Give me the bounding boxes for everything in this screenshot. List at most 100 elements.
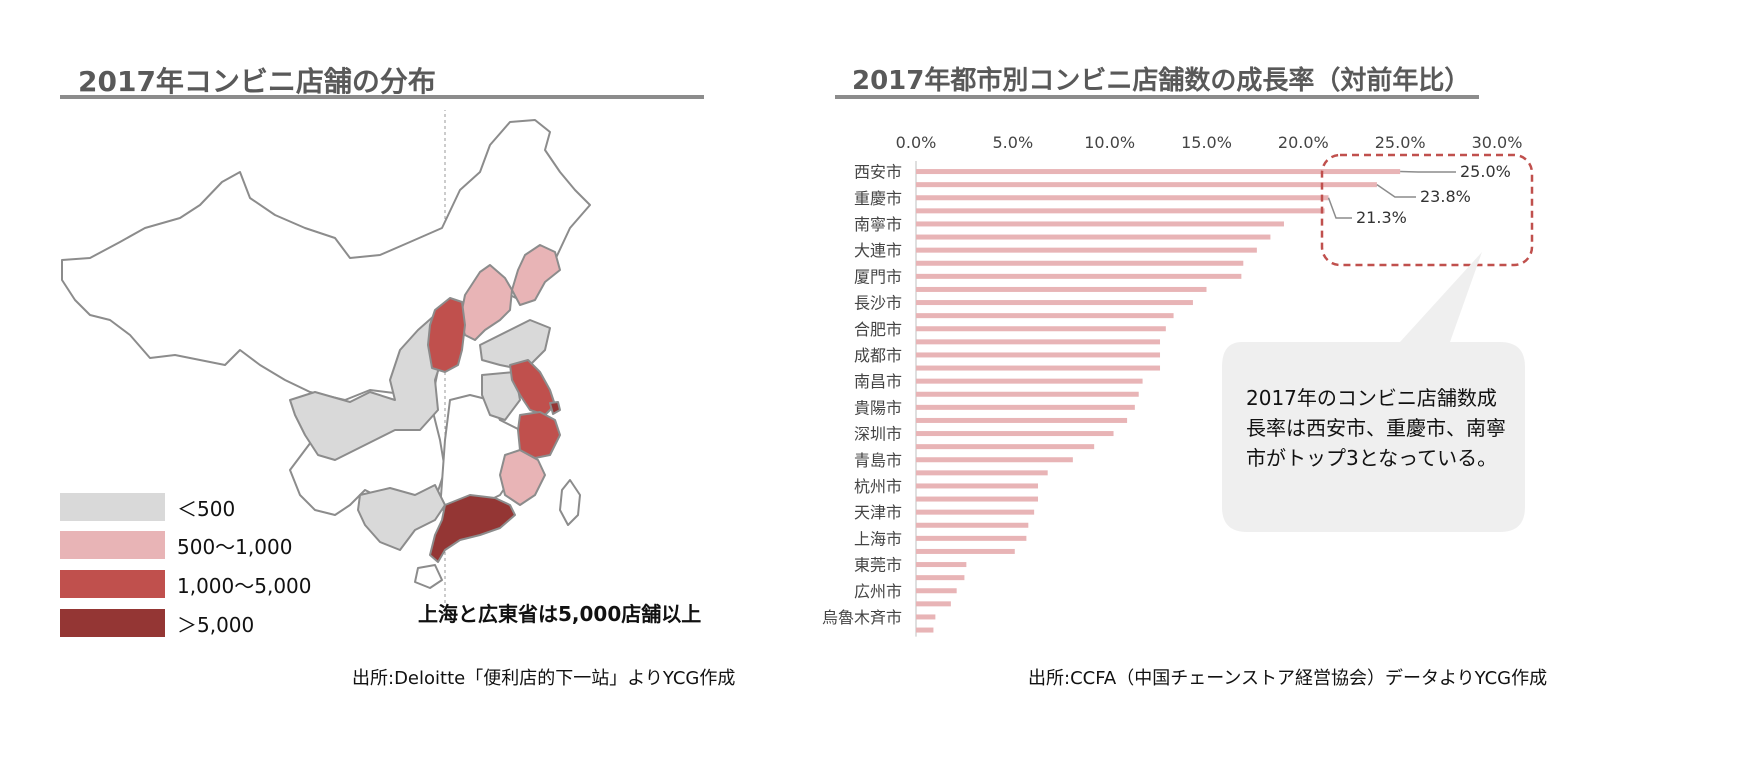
callout-bubble-shape bbox=[1222, 252, 1525, 532]
left-title-rule bbox=[60, 95, 704, 99]
bar bbox=[916, 326, 1166, 332]
legend-swatch bbox=[60, 493, 165, 521]
callout-text: 2017年のコンビニ店舗数成長率は西安市、重慶市、南寧市がトップ3となっている。 bbox=[1246, 386, 1506, 470]
legend-label: 500～1,000 bbox=[177, 534, 293, 559]
bar bbox=[916, 195, 1329, 201]
bar bbox=[916, 234, 1271, 240]
map-region-1000-5000 bbox=[517, 411, 561, 459]
bar bbox=[916, 300, 1193, 306]
category-label: 杭州市 bbox=[854, 477, 902, 496]
legend-label: ＞5,000 bbox=[177, 612, 255, 637]
legend-swatch bbox=[60, 570, 165, 598]
category-label: 深圳市 bbox=[854, 425, 902, 444]
map-region-1000-5000 bbox=[509, 359, 556, 416]
bar bbox=[916, 509, 1035, 515]
category-label: 広州市 bbox=[854, 582, 902, 601]
category-label: 長沙市 bbox=[854, 294, 902, 313]
bar bbox=[916, 365, 1161, 371]
bar bbox=[916, 182, 1377, 188]
bar bbox=[916, 169, 1401, 175]
category-label: 南昌市 bbox=[854, 372, 902, 391]
data-label: 21.3% bbox=[1356, 208, 1407, 227]
legend-item-over-5000: ＞5,000 bbox=[60, 608, 254, 638]
bar bbox=[916, 404, 1135, 410]
legend-label: ＜500 bbox=[177, 496, 236, 521]
bar bbox=[916, 260, 1244, 266]
bar bbox=[916, 483, 1039, 489]
category-label: 東莞市 bbox=[854, 556, 902, 575]
bar bbox=[916, 575, 965, 581]
legend-swatch bbox=[60, 609, 165, 637]
bar bbox=[916, 614, 936, 620]
map-region-outline bbox=[61, 119, 591, 401]
map-region-outline bbox=[414, 564, 443, 589]
left-source: 出所:Deloitte「便利店的下一站」よりYCG作成 bbox=[352, 668, 736, 689]
highlight-box bbox=[1320, 153, 1534, 267]
bar bbox=[916, 522, 1029, 528]
x-tick-label: 25.0% bbox=[1375, 133, 1426, 152]
x-tick-label: 30.0% bbox=[1472, 133, 1523, 152]
legend-item-500-1000: 500～1,000 bbox=[60, 530, 292, 560]
right-title-rule bbox=[835, 95, 1479, 99]
data-label: 25.0% bbox=[1460, 162, 1511, 181]
category-label: 成都市 bbox=[854, 346, 902, 365]
legend-swatch bbox=[60, 531, 165, 559]
x-tick-label: 20.0% bbox=[1278, 133, 1329, 152]
bar bbox=[916, 391, 1139, 397]
legend-item-1000-5000: 1,000～5,000 bbox=[60, 569, 312, 599]
right-source: 出所:CCFA（中国チェーンストア経営協会）データよりYCG作成 bbox=[1028, 668, 1548, 689]
data-label-leader bbox=[1327, 197, 1352, 219]
right-title: 2017年都市別コンビニ店舗数の成長率（対前年比） bbox=[852, 66, 1471, 96]
map-region-1000-5000 bbox=[427, 297, 466, 373]
category-label: 上海市 bbox=[854, 529, 902, 548]
growth-bar-chart: 0.0% 5.0% 10.0% 15.0% 20.0% 25.0% 30.0% 西安市重慶市南… bbox=[822, 133, 1534, 637]
map-note: 上海と広東省は5,000店舗以上 bbox=[418, 602, 702, 626]
bar bbox=[916, 627, 934, 633]
map-region-over-5000 bbox=[549, 401, 561, 415]
category-label: 貴陽市 bbox=[854, 398, 902, 417]
data-label: 23.8% bbox=[1420, 187, 1471, 206]
x-tick-label: 5.0% bbox=[993, 133, 1034, 152]
bar bbox=[916, 273, 1242, 279]
bar bbox=[916, 378, 1143, 384]
bar bbox=[916, 457, 1073, 463]
x-tick-label: 15.0% bbox=[1181, 133, 1232, 152]
category-label: 合肥市 bbox=[854, 320, 902, 339]
category-label: 大連市 bbox=[854, 241, 902, 260]
bar bbox=[916, 535, 1027, 541]
bar bbox=[916, 339, 1161, 345]
bar bbox=[916, 470, 1048, 476]
bar bbox=[916, 352, 1161, 358]
category-label: 天津市 bbox=[854, 503, 902, 522]
legend-label: 1,000～5,000 bbox=[177, 573, 312, 598]
bar bbox=[916, 286, 1207, 292]
bar bbox=[916, 247, 1257, 253]
bar bbox=[916, 588, 957, 594]
category-label: 南寧市 bbox=[854, 215, 902, 234]
bar bbox=[916, 562, 967, 568]
category-label: 厦門市 bbox=[854, 267, 902, 286]
bar bbox=[916, 444, 1095, 450]
bar bbox=[916, 417, 1128, 423]
category-label: 西安市 bbox=[854, 163, 902, 182]
bar bbox=[916, 496, 1039, 502]
bar bbox=[916, 208, 1325, 214]
map-region-outline bbox=[559, 479, 581, 526]
data-label-leader bbox=[1376, 184, 1416, 198]
bar bbox=[916, 221, 1284, 227]
china-map bbox=[61, 110, 591, 610]
category-label: 青島市 bbox=[854, 451, 902, 470]
map-region-500-1000 bbox=[511, 244, 561, 306]
x-tick-label: 10.0% bbox=[1084, 133, 1135, 152]
left-title: 2017年コンビニ店舗の分布 bbox=[78, 65, 436, 98]
bar bbox=[916, 601, 951, 607]
category-label: 重慶市 bbox=[854, 189, 902, 208]
category-label: 烏魯木斉市 bbox=[822, 608, 902, 627]
bar bbox=[916, 548, 1015, 554]
x-tick-label: 0.0% bbox=[896, 133, 937, 152]
map-region-over-5000 bbox=[429, 494, 516, 563]
bar bbox=[916, 313, 1174, 319]
legend-item-under-500: ＜500 bbox=[60, 492, 235, 522]
map-region-under-500 bbox=[357, 484, 446, 551]
map-region-under-500 bbox=[479, 319, 551, 371]
